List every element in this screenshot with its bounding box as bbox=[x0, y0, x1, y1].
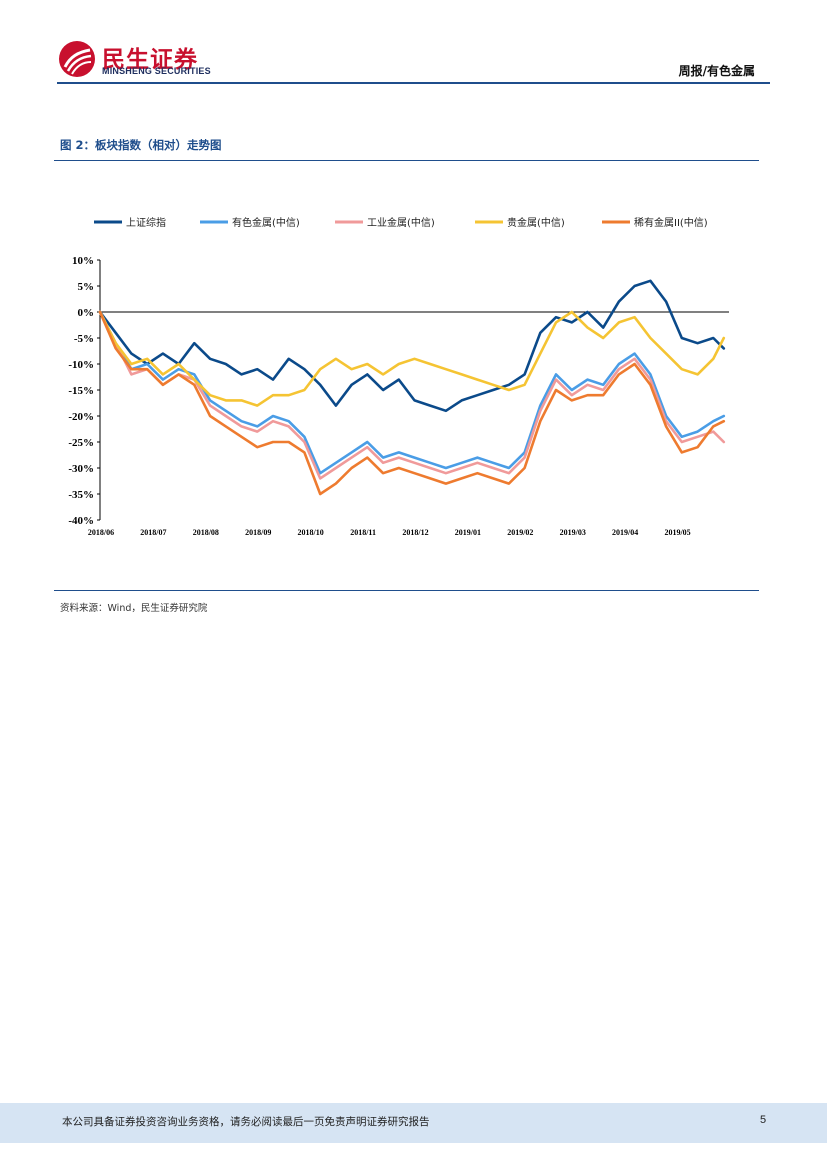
minsheng-logo-icon bbox=[59, 41, 95, 77]
legend-label: 上证综指 bbox=[126, 216, 166, 229]
y-tick-label: 10% bbox=[72, 255, 94, 267]
y-tick-label: -40% bbox=[68, 515, 94, 527]
legend-label: 有色金属(中信) bbox=[232, 216, 300, 229]
x-tick-label: 2018/11 bbox=[350, 528, 376, 537]
page-header: 民生证券 MINSHENG SECURITIES 周报/有色金属 bbox=[0, 0, 827, 86]
series-line bbox=[98, 310, 726, 480]
footer-disclaimer: 本公司具备证券投资咨询业务资格，请务必阅读最后一页免责声明证券研究报告 bbox=[62, 1116, 430, 1128]
y-tick-label: 0% bbox=[78, 307, 95, 319]
series-line bbox=[98, 310, 726, 475]
figure-top-divider bbox=[54, 160, 759, 161]
series-line bbox=[98, 279, 726, 413]
x-tick-label: 2019/03 bbox=[560, 528, 586, 537]
series-line bbox=[98, 310, 726, 496]
y-tick-label: -20% bbox=[68, 411, 94, 423]
series-line bbox=[98, 310, 726, 407]
x-tick-label: 2019/02 bbox=[507, 528, 533, 537]
brand-name-cn: 民生证券 bbox=[102, 47, 198, 73]
x-tick-label: 2018/10 bbox=[298, 528, 324, 537]
legend-label: 贵金属(中信) bbox=[507, 216, 565, 229]
y-tick-label: -15% bbox=[68, 385, 94, 397]
legend-label: 稀有金属II(中信) bbox=[634, 216, 708, 229]
figure-title: 图 2：板块指数（相对）走势图 bbox=[60, 138, 222, 152]
x-tick-label: 2019/05 bbox=[664, 528, 690, 537]
x-tick-label: 2018/08 bbox=[193, 528, 219, 537]
y-tick-label: -30% bbox=[68, 463, 94, 475]
header-divider bbox=[57, 82, 770, 84]
page-footer bbox=[0, 1103, 827, 1143]
figure-source: 资料来源：Wind，民生证券研究院 bbox=[60, 603, 208, 614]
page-number: 5 bbox=[760, 1114, 767, 1126]
x-tick-label: 2018/07 bbox=[140, 528, 166, 537]
y-tick-label: -5% bbox=[74, 333, 94, 345]
x-tick-label: 2019/01 bbox=[455, 528, 481, 537]
report-section: 周报/有色金属 bbox=[678, 64, 755, 78]
y-tick-label: -10% bbox=[68, 359, 94, 371]
x-tick-label: 2018/09 bbox=[245, 528, 271, 537]
x-tick-label: 2018/06 bbox=[88, 528, 114, 537]
y-tick-label: -25% bbox=[68, 437, 94, 449]
legend-label: 工业金属(中信) bbox=[367, 216, 435, 229]
figure-bottom-divider bbox=[54, 590, 759, 591]
x-tick-label: 2018/12 bbox=[402, 528, 428, 537]
y-tick-label: -35% bbox=[68, 489, 94, 501]
y-tick-label: 5% bbox=[78, 281, 95, 293]
sector-index-chart: 上证综指 有色金属(中信) 工业金属(中信) 贵金属(中信) 稀有金属II(中信) 10%… bbox=[68, 216, 729, 537]
x-tick-label: 2019/04 bbox=[612, 528, 638, 537]
brand-name-en: MINSHENG SECURITIES bbox=[102, 66, 211, 76]
